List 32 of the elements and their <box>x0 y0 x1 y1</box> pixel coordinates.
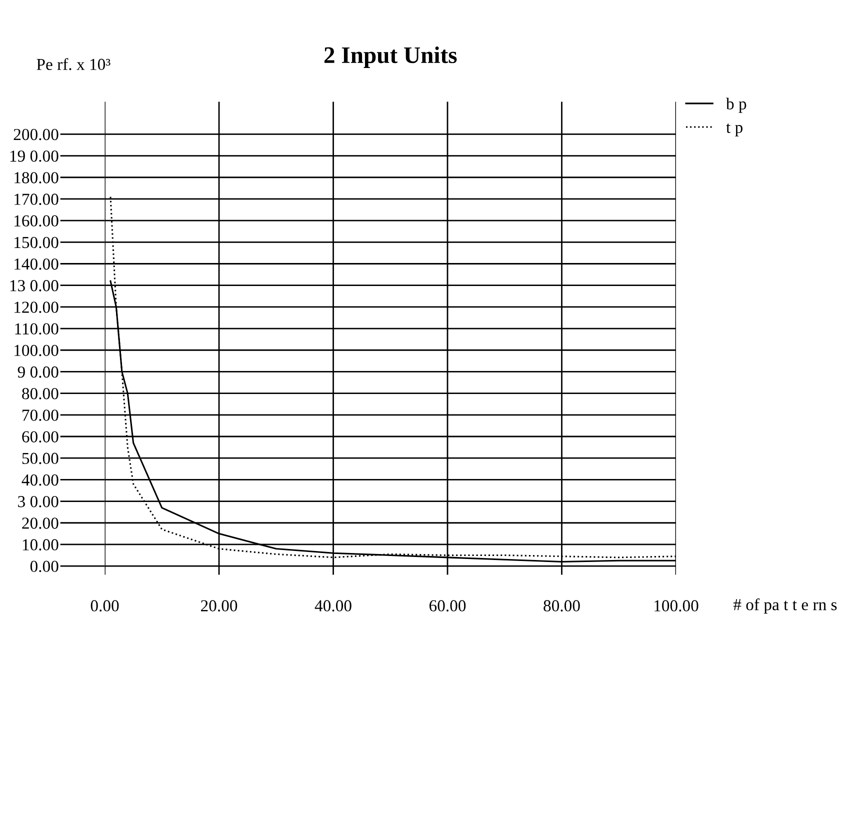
x-tick-label: 60.00 <box>429 600 466 612</box>
y-tick-label: 0.00 <box>30 560 58 572</box>
x-axis-title: # of pa t t e rn s <box>733 598 837 614</box>
y-tick-label: 3 0.00 <box>18 496 58 508</box>
y-tick-label: 80.00 <box>22 388 58 400</box>
chart-title: 2 Input Units <box>324 46 457 68</box>
y-tick-label: 140.00 <box>14 258 58 270</box>
y-axis-title: Pe rf. x 10³ <box>36 58 110 70</box>
legend-label: b p <box>726 98 746 113</box>
y-tick-label: 13 0.00 <box>10 280 58 292</box>
y-tick-label: 50.00 <box>22 452 58 464</box>
x-tick-label: 0.00 <box>90 600 119 612</box>
y-tick-label: 70.00 <box>22 410 58 421</box>
y-tick-label: 19 0.00 <box>10 150 58 162</box>
y-tick-label: 100.00 <box>14 344 58 356</box>
y-tick-label: 20.00 <box>22 518 58 529</box>
y-tick-label: 60.00 <box>22 431 58 443</box>
y-tick-label: 120.00 <box>14 302 58 313</box>
y-tick-label: 200.00 <box>14 128 58 140</box>
y-tick-label: 180.00 <box>14 172 58 184</box>
legend-label: t p <box>726 123 742 136</box>
x-tick-label: 40.00 <box>314 600 352 612</box>
x-tick-label: 100.00 <box>654 600 698 612</box>
x-tick-label: 20.00 <box>201 600 238 612</box>
y-tick-label: 110.00 <box>15 323 58 335</box>
y-tick-label: 170.00 <box>14 194 58 205</box>
y-tick-label: 9 0.00 <box>18 366 58 378</box>
y-tick-label: 40.00 <box>22 474 58 486</box>
x-tick-label: 80.00 <box>544 600 580 612</box>
y-tick-label: 10.00 <box>22 539 58 550</box>
y-tick-label: 150.00 <box>14 236 58 248</box>
y-tick-label: 160.00 <box>14 215 58 227</box>
